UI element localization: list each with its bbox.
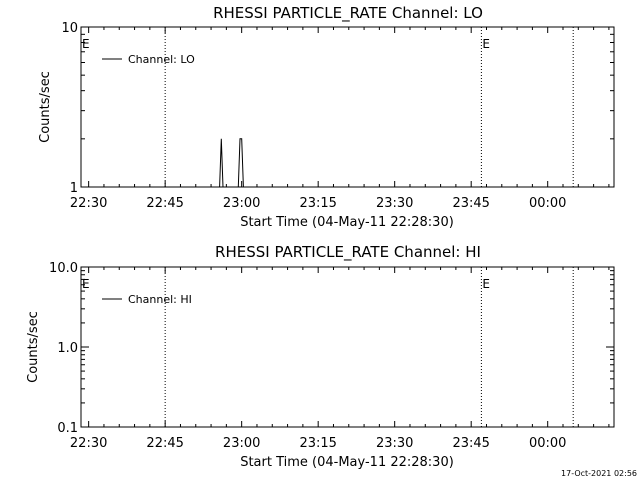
- event-marker: E: [482, 37, 490, 51]
- event-marker: E: [82, 37, 90, 51]
- legend-entry: Channel: LO: [128, 53, 195, 66]
- plot-frame: [80, 26, 615, 188]
- x-tick-label: 22:45: [146, 436, 183, 451]
- y-axis-label: Counts/sec: [26, 311, 41, 383]
- y-tick-label: 1: [70, 181, 78, 196]
- x-tick-label: 00:00: [529, 436, 566, 451]
- y-tick-label: 1.0: [57, 341, 78, 356]
- x-tick-label: 23:45: [452, 196, 489, 211]
- lo-channel-panel: RHESSI PARTICLE_RATE Channel: LO Start T…: [38, 4, 615, 230]
- panel-title: RHESSI PARTICLE_RATE Channel: HI: [215, 243, 481, 262]
- event-marker: E: [482, 277, 490, 291]
- y-tick-label: 10: [61, 21, 78, 36]
- x-tick-label: 22:45: [146, 196, 183, 211]
- x-tick-label: 23:30: [376, 436, 413, 451]
- x-tick-label: 22:30: [70, 436, 107, 451]
- x-tick-label: 23:00: [223, 436, 260, 451]
- plot-frame: [80, 266, 615, 428]
- y-tick-label: 10.0: [49, 261, 78, 276]
- x-tick-label: 00:00: [529, 196, 566, 211]
- x-tick-label: 23:00: [223, 196, 260, 211]
- legend-entry: Channel: HI: [128, 293, 192, 306]
- x-tick-label: 23:30: [376, 196, 413, 211]
- generation-timestamp: 17-Oct-2021 02:56: [561, 469, 637, 478]
- panel-title: RHESSI PARTICLE_RATE Channel: LO: [213, 4, 483, 23]
- x-axis-label: Start Time (04-May-11 22:28:30): [240, 455, 454, 470]
- x-axis-label: Start Time (04-May-11 22:28:30): [240, 215, 454, 230]
- series-line: [219, 138, 244, 188]
- x-tick-label: 23:15: [299, 436, 336, 451]
- x-tick-label: 22:30: [70, 196, 107, 211]
- y-axis-label: Counts/sec: [38, 71, 53, 143]
- hi-channel-panel: RHESSI PARTICLE_RATE Channel: HI Start T…: [26, 243, 615, 470]
- x-tick-label: 23:45: [452, 436, 489, 451]
- event-marker: E: [82, 277, 90, 291]
- y-tick-label: 0.1: [57, 421, 78, 436]
- x-tick-label: 23:15: [299, 196, 336, 211]
